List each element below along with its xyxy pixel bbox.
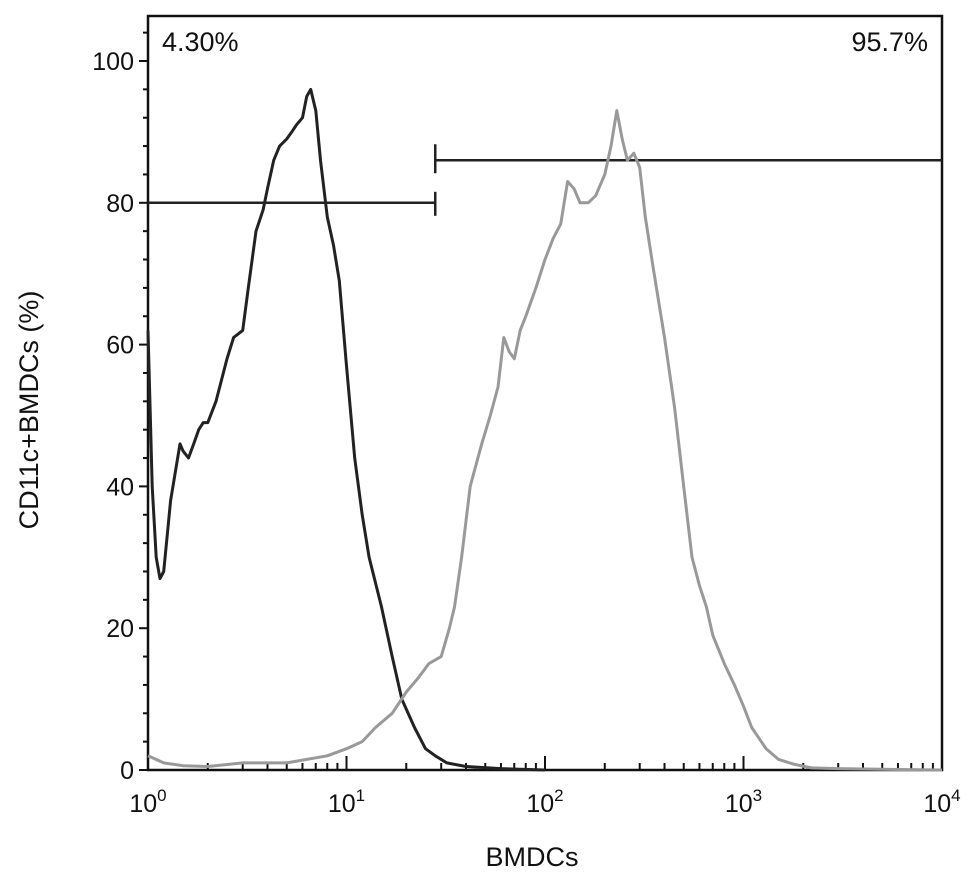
gate-percentage-label: 4.30%	[162, 27, 239, 57]
x-tick-label: 104	[923, 786, 960, 818]
histogram-series-2	[147, 109, 943, 772]
x-tick-label: 103	[725, 786, 762, 818]
x-axis-ticks: 100 101 102 103 104	[129, 756, 961, 818]
gate-markers: 4.30% 95.7%	[148, 27, 942, 216]
y-tick-label: 0	[120, 757, 134, 785]
x-tick-label: 100	[129, 786, 166, 818]
y-tick-label: 80	[106, 190, 134, 218]
histogram-series	[146, 87, 943, 772]
x-tick-label: 102	[526, 786, 563, 818]
x-axis-title: BMDCs	[486, 842, 579, 872]
y-tick-label: 40	[106, 473, 134, 501]
gate-percentage-label: 95.7%	[851, 27, 928, 57]
y-tick-label: 100	[92, 48, 134, 76]
histogram-series-1	[146, 87, 546, 772]
y-tick-label: 60	[106, 332, 134, 360]
y-axis-title: CD11c+BMDCs (%)	[14, 291, 44, 530]
x-tick-label: 101	[328, 786, 365, 818]
y-axis-ticks: 0 20 40 60 80 100	[92, 31, 148, 785]
plot-frame	[146, 14, 944, 772]
y-tick-label: 20	[106, 615, 134, 643]
